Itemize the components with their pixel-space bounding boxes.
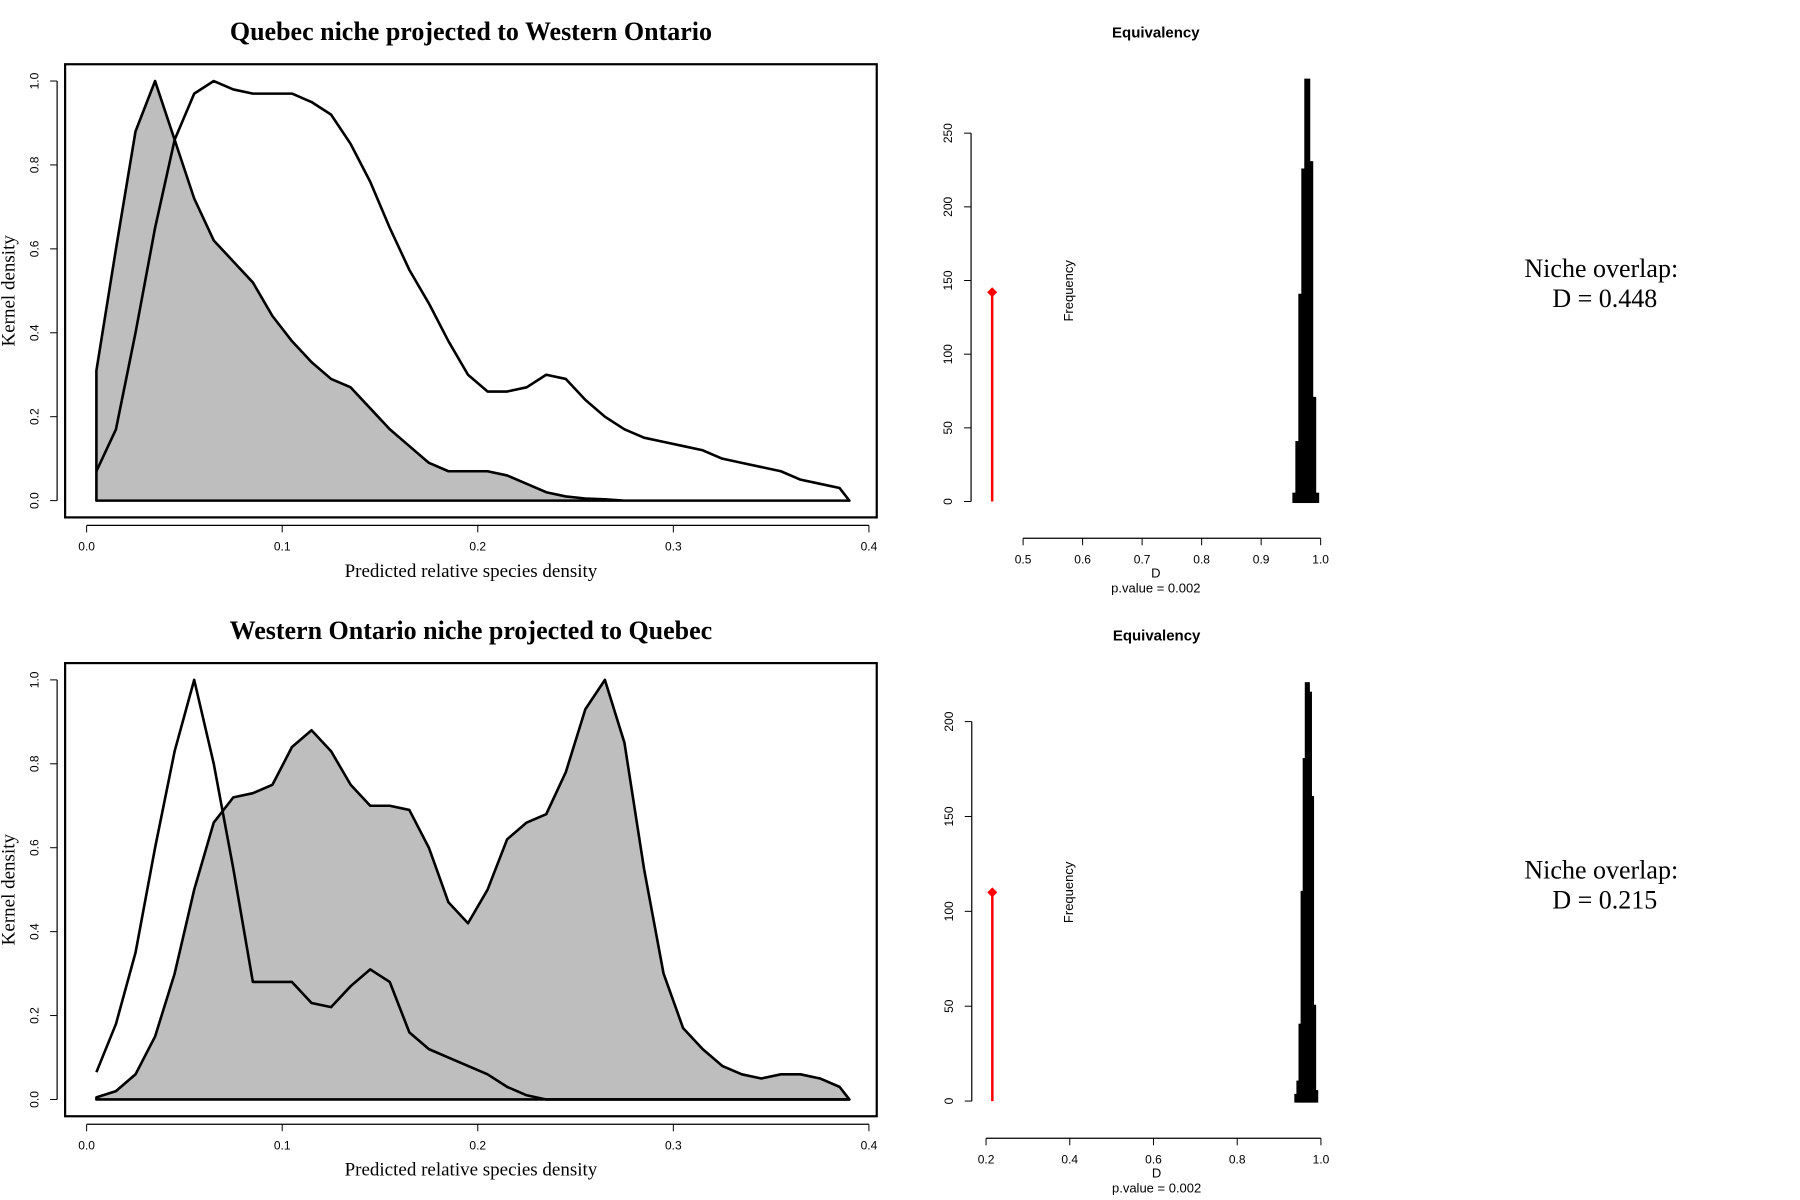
x-tick-label: 0.6	[1074, 552, 1091, 566]
y-tick-label: 0.0	[27, 492, 41, 509]
density-area	[95, 678, 851, 1101]
y-tick-label: 50	[941, 421, 955, 435]
density-line	[95, 79, 851, 502]
density-area	[95, 79, 851, 502]
plot-frame	[64, 661, 878, 1118]
chart-title: Quebec niche projected to Western Ontari…	[230, 17, 712, 46]
y-tick-label: 0.8	[27, 755, 41, 772]
y-tick-label: 0.8	[27, 156, 41, 173]
y-tick-label: 0.2	[27, 408, 41, 425]
y-tick-label: 0.0	[27, 1091, 41, 1108]
annotation: D = 0.215	[1552, 885, 1657, 914]
chart-title: Equivalency	[1112, 24, 1200, 41]
y-tick-label: 0.6	[27, 839, 41, 856]
chart-title: Equivalency	[1113, 627, 1201, 644]
y-axis-label: Frequency	[1061, 861, 1076, 923]
y-tick-label: 0.2	[27, 1007, 41, 1024]
x-tick-label: 0.2	[469, 540, 486, 554]
x-tick-label: 0.1	[274, 1138, 291, 1152]
y-tick-label: 50	[942, 999, 956, 1013]
x-axis-label: Predicted relative species density	[345, 1160, 598, 1181]
histogram-bar	[1313, 492, 1320, 504]
x-tick-label: 0.9	[1253, 552, 1270, 566]
y-tick-label: 150	[942, 806, 956, 826]
x-tick-label: 0.0	[78, 540, 95, 554]
histogram-bar	[1311, 1004, 1317, 1103]
y-tick-label: 0.4	[27, 324, 41, 341]
x-tick-label: 0.1	[274, 540, 291, 554]
x-tick-label: 1.0	[1313, 1152, 1330, 1166]
y-tick-label: 200	[942, 711, 956, 731]
y-tick-label: 0.4	[27, 923, 41, 940]
histogram-bar	[1310, 396, 1317, 504]
x-tick-label: 0.4	[861, 1138, 878, 1152]
plot-frame	[64, 63, 878, 519]
density-line	[95, 678, 850, 1101]
x-tick-label: 0.8	[1229, 1152, 1246, 1166]
observed-marker	[987, 287, 998, 298]
y-tick-label: 100	[942, 901, 956, 921]
subtitle: p.value = 0.002	[1111, 581, 1200, 596]
x-tick-label: 0.4	[1061, 1152, 1078, 1166]
y-axis-label: Frequency	[1061, 260, 1076, 322]
x-tick-label: 0.8	[1193, 552, 1210, 566]
y-tick-label: 250	[941, 123, 955, 143]
y-tick-label: 150	[941, 270, 955, 290]
x-axis-label: D	[1152, 1166, 1161, 1181]
x-tick-label: 0.0	[78, 1138, 95, 1152]
y-tick-label: 200	[941, 197, 955, 217]
histogram-bar	[1313, 1090, 1319, 1103]
x-axis-label: Predicted relative species density	[345, 561, 598, 582]
x-tick-label: 0.5	[1015, 552, 1032, 566]
x-tick-label: 0.2	[978, 1152, 995, 1166]
y-tick-label: 0	[942, 1097, 956, 1104]
y-tick-label: 0.6	[27, 240, 41, 257]
annotation: Niche overlap:	[1524, 855, 1678, 884]
observed-marker	[987, 887, 998, 898]
x-tick-label: 1.0	[1312, 552, 1329, 566]
annotation: Niche overlap:	[1524, 254, 1678, 283]
y-tick-label: 100	[941, 344, 955, 364]
x-tick-label: 0.6	[1145, 1152, 1162, 1166]
x-tick-label: 0.3	[665, 540, 682, 554]
y-axis-label: Kernel density	[0, 235, 19, 347]
y-tick-label: 1.0	[27, 72, 41, 89]
x-tick-label: 0.2	[469, 1138, 486, 1152]
x-tick-label: 0.3	[665, 1138, 682, 1152]
x-axis-label: D	[1151, 566, 1160, 581]
x-tick-label: 0.4	[861, 540, 878, 554]
y-tick-label: 1.0	[27, 671, 41, 688]
annotation: D = 0.448	[1552, 284, 1657, 313]
chart-title: Western Ontario niche projected to Quebe…	[230, 616, 713, 645]
subtitle: p.value = 0.002	[1112, 1181, 1201, 1196]
x-tick-label: 0.7	[1134, 552, 1151, 566]
y-tick-label: 0	[941, 498, 955, 505]
y-axis-label: Kernel density	[0, 834, 19, 946]
